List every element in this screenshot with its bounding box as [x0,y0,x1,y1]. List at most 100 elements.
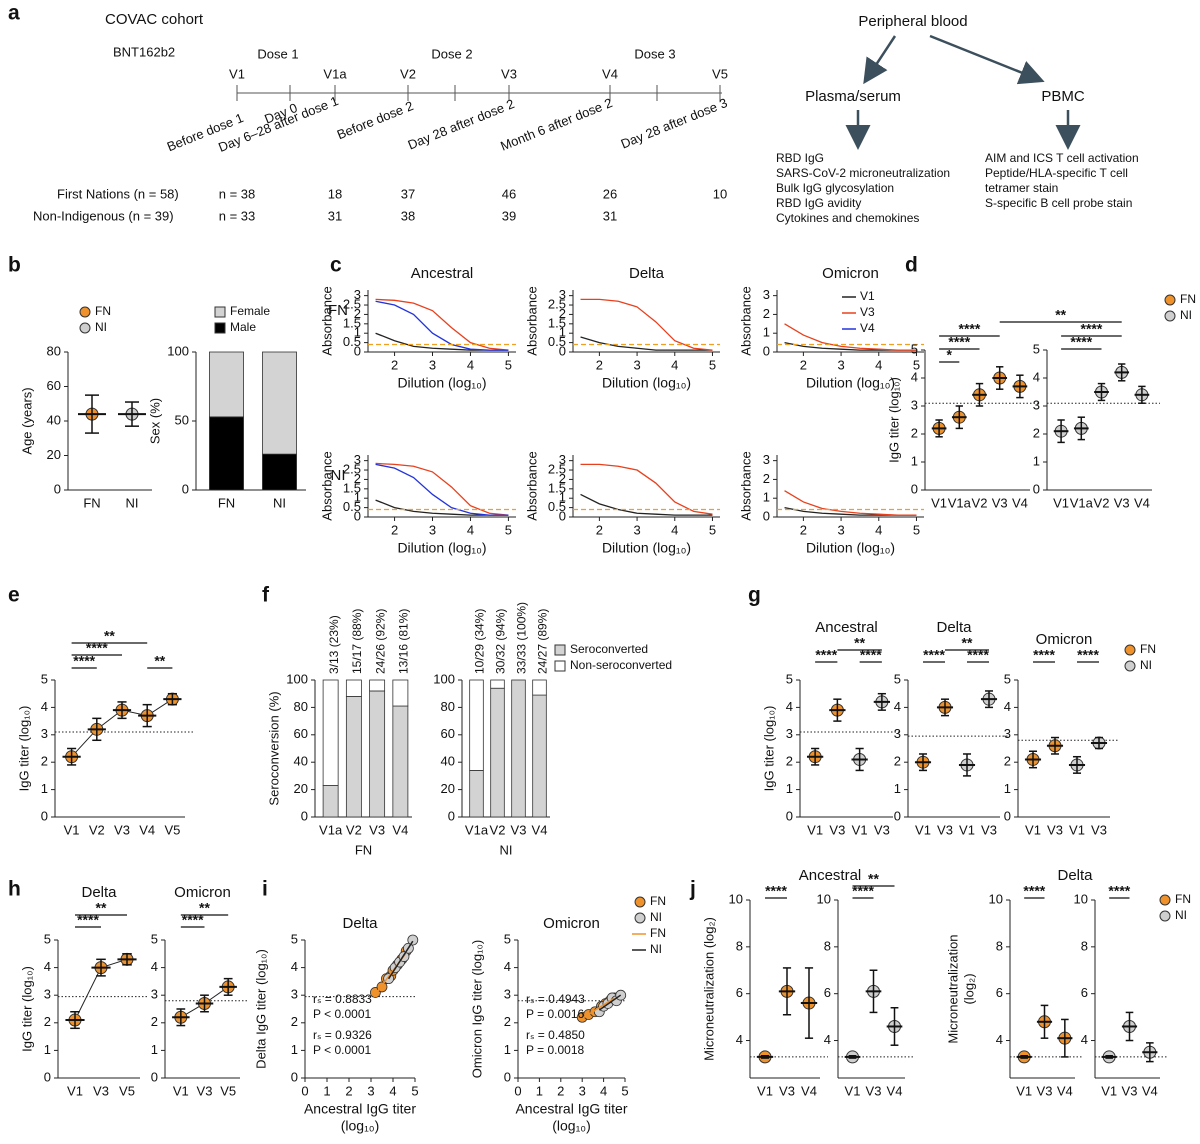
y-tick-label: 0 [291,1069,298,1084]
x-tick-label: V1a [1070,495,1094,510]
y-tick-label: 2 [1004,754,1011,769]
y-tick-label: 0 [54,481,61,496]
curve [784,323,917,351]
legend-marker [79,306,91,318]
curve [784,490,917,516]
legend-label: V1 [860,289,875,303]
y-tick-label: 4 [736,1032,743,1047]
y-tick-label: 6 [736,985,743,1000]
x-tick-label: 4 [875,357,882,372]
x-tick-label: FN [218,495,235,510]
x-tick-label: 3 [633,357,640,372]
chart-title: Omicron [1036,631,1093,648]
y-tick-label: 100 [286,671,308,686]
y-tick-label: 4 [1033,369,1040,384]
x-tick-label: 0 [514,1083,521,1098]
significance-label: ** [154,653,165,669]
x-axis-label: Dilution (log₁₀) [397,375,486,391]
y-tick-label: 1 [41,781,48,796]
stat-annotation: P < 0.0001 [313,1043,371,1057]
bar-segment [345,679,362,697]
y-tick-label: 50 [175,412,189,427]
y-tick-label: 1 [354,490,361,505]
dose-label: Dose 2 [431,46,472,61]
stat-annotation: rₛ = 0.8833 [313,992,372,1006]
x-tick-label: V3 [779,1083,795,1098]
group-label: FN [355,842,372,857]
x-tick-label: V3 [93,1083,109,1098]
x-tick-label: V3 [981,822,997,837]
significance-label: **** [73,653,95,669]
y-tick-label: 0 [44,1069,51,1084]
bar-segment [532,679,547,696]
x-tick-label: V3 [866,1083,882,1098]
bar-segment [209,416,244,491]
x-tick-label: V4 [1142,1083,1158,1098]
x-tick-label: V2 [1094,495,1110,510]
row-label: FN [328,302,348,319]
y-tick-label: 1.5 [548,480,566,495]
stat-annotation: P = 0.0018 [526,1043,584,1057]
x-tick-label: 4 [467,357,474,372]
x-tick-label: 5 [709,357,716,372]
y-tick-label: 3 [559,287,566,302]
x-tick-label: V4 [532,822,548,837]
legend-label: Female [230,304,270,318]
timepoint: V4 [602,66,618,81]
y-axis-label: IgG titer (log₁₀) [16,706,31,792]
x-tick-label: 1 [536,1083,543,1098]
y-tick-label: 3 [1033,397,1040,412]
y-tick-label: 1 [559,490,566,505]
significance-label: **** [1108,883,1130,899]
chart-title: Delta [629,265,665,282]
bar-segment [262,351,297,455]
x-tick-label: V1 [1025,822,1041,837]
timepoint-description: Month 6 after dose 2 [498,95,614,154]
x-axis-label: (log₁₀) [552,1118,591,1134]
x-tick-label: 3 [837,357,844,372]
value-label: 30/32 (94%) [494,609,508,674]
y-tick-label: 4 [41,699,48,714]
y-tick-label: 1 [354,325,361,340]
legend-label: V4 [860,321,875,335]
y-axis-label: Omicron IgG titer (log₁₀) [469,940,484,1078]
y-tick-label: 3 [151,987,158,1002]
y-tick-label: 3 [41,726,48,741]
x-tick-label: V1 [931,495,947,510]
legend-marker [79,322,91,334]
y-tick-label: 5 [504,931,511,946]
y-tick-label: 4 [996,1032,1003,1047]
significance-label: **** [923,647,945,663]
significance-label: **** [860,647,882,663]
x-tick-label: V1a [465,822,489,837]
x-tick-label: 5 [621,1083,628,1098]
branch: PBMC [1041,88,1085,105]
x-tick-label: 5 [709,522,716,537]
x-tick-label: V4 [1134,495,1150,510]
x-tick-label: V3 [369,822,385,837]
legend-label: FN [1140,642,1156,656]
chart-title: Omicron [543,915,600,932]
y-tick-label: 60 [294,726,308,741]
x-axis-label: Ancestral IgG titer [515,1101,627,1117]
cohort-count: 18 [328,186,342,201]
value-label: 10/29 (34%) [473,609,487,674]
y-tick-label: 2.5 [548,296,566,311]
significance-label: **** [852,883,874,899]
y-tick-label: 1 [1004,781,1011,796]
x-tick-label: V1 [845,1083,861,1098]
y-tick-label: 2 [504,1014,511,1029]
x-tick-label: V1 [915,822,931,837]
x-tick-label: NI [126,495,139,510]
y-tick-label: 0 [911,481,918,496]
bar-segment [469,679,484,771]
x-tick-label: V2 [89,822,105,837]
y-tick-label: 0 [786,808,793,823]
bar-segment [392,679,409,707]
bar-segment [262,453,297,491]
bar-segment [322,679,339,786]
x-tick-label: V1 [64,822,80,837]
y-tick-label: 5 [894,671,901,686]
x-tick-label: 4 [389,1083,396,1098]
point [407,934,419,946]
